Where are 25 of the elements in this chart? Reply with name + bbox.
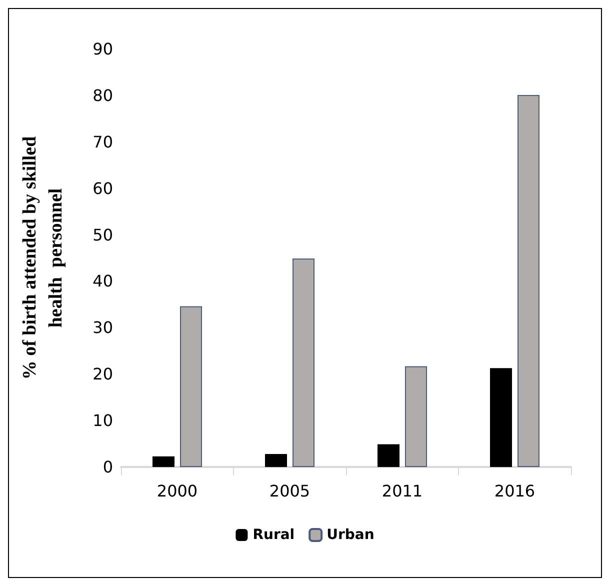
bar [180, 306, 202, 467]
legend-label: Urban [326, 527, 374, 543]
y-tick-label: 10 [92, 411, 113, 430]
y-tick-label: 80 [92, 86, 113, 105]
x-tick-label: 2016 [494, 482, 536, 500]
y-tick-label: 20 [92, 364, 113, 384]
bar [405, 366, 427, 467]
x-tick-label: 2011 [382, 482, 423, 500]
bar [292, 258, 314, 467]
y-tick-label: 90 [92, 40, 113, 58]
y-tick-label: 50 [92, 225, 113, 244]
y-tick-label: 0 [102, 458, 113, 476]
bar [378, 444, 400, 467]
y-tick-label: 60 [92, 178, 113, 198]
bar [152, 456, 174, 467]
legend-label: Rural [252, 527, 295, 543]
y-axis-title: % of birth attended by skilled health personnel [20, 136, 66, 380]
y-tick-label: 40 [92, 272, 113, 291]
y-tick-label: 70 [92, 132, 113, 152]
y-tick-label: 30 [92, 318, 113, 338]
bar [518, 94, 540, 467]
bar [490, 368, 512, 467]
x-tick-label: 2000 [156, 482, 198, 500]
bar [265, 454, 287, 467]
x-tick-label: 2005 [269, 482, 310, 500]
